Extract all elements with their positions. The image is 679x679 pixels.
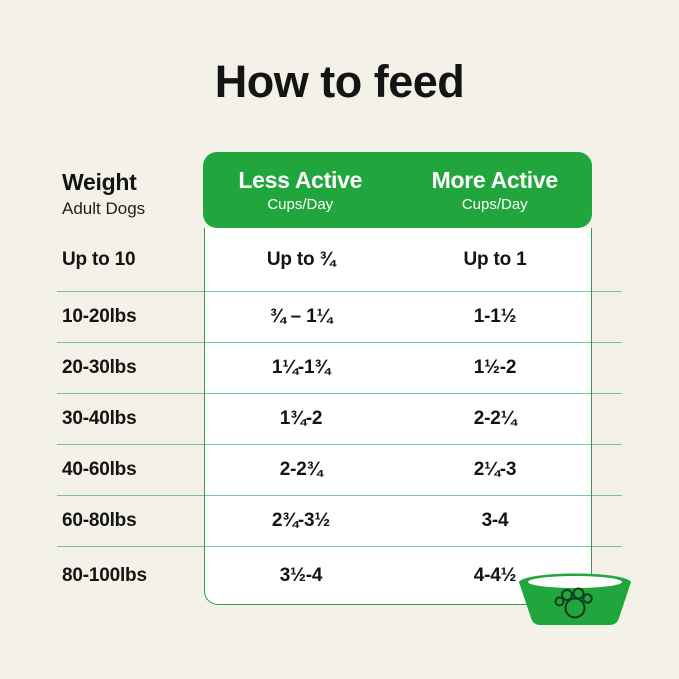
dog-bowl-icon: [519, 573, 631, 625]
paw-print-icon: [554, 587, 593, 619]
more-active-cell: 1-1½: [473, 306, 517, 327]
weight-column-header: Weight Adult Dogs: [62, 169, 145, 219]
more-active-cell: 2-2¼: [473, 408, 517, 429]
feeding-table-rows: Up to 10 Up to ¾ Up to 1 10-20lbs ¾ – 1¼ 1-1½…: [57, 228, 622, 604]
more-active-cell: 2¼-3: [473, 459, 517, 480]
feeding-table-body: [204, 228, 592, 605]
less-active-cups-per-day-label: Cups/Day: [267, 196, 334, 213]
table-row: 30-40lbs 1¾-2 2-2¼: [57, 393, 622, 444]
table-row: 40-60lbs 2-2¾ 2¼-3: [57, 444, 622, 495]
more-active-cell: 3-4: [481, 510, 509, 531]
table-row: Up to 10 Up to ¾ Up to 1: [57, 228, 622, 291]
weight-cell: 60-80lbs: [62, 510, 137, 531]
less-active-cell: 3½-4: [279, 564, 323, 586]
weight-cell: 80-100lbs: [62, 564, 147, 586]
more-active-label: More Active: [431, 167, 559, 193]
more-active-cell: 4-4½: [473, 564, 517, 586]
less-active-cell: ¾ – 1¼: [269, 306, 333, 327]
more-active-cell: Up to 1: [463, 248, 527, 270]
less-active-cell: 2-2¾: [279, 459, 323, 480]
weight-cell: Up to 10: [62, 248, 136, 270]
weight-cell: 40-60lbs: [62, 459, 137, 480]
less-active-column-header: Less Active Cups/Day: [203, 167, 398, 213]
less-active-label: Less Active: [238, 167, 363, 193]
weight-column-header-label: Weight: [62, 169, 137, 195]
page-title: How to feed: [214, 56, 465, 107]
table-row: 60-80lbs 2¾-3½ 3-4: [57, 495, 622, 546]
less-active-cell: 1¾-2: [279, 408, 323, 429]
less-active-cell: 2¾-3½: [271, 510, 331, 531]
more-active-column-header: More Active Cups/Day: [398, 167, 593, 213]
table-row: 80-100lbs 3½-4 4-4½: [57, 546, 622, 604]
weight-cell: 20-30lbs: [62, 357, 137, 378]
table-row: 20-30lbs 1¼-1¾ 1½-2: [57, 342, 622, 393]
table-row: 10-20lbs ¾ – 1¼ 1-1½: [57, 291, 622, 342]
more-active-cups-per-day-label: Cups/Day: [461, 196, 528, 213]
more-active-cell: 1½-2: [473, 357, 517, 378]
less-active-cell: Up to ¾: [266, 248, 336, 270]
weight-column-subheader: Adult Dogs: [62, 199, 146, 218]
less-active-cell: 1¼-1¾: [271, 357, 331, 378]
feeding-table-header: Less Active Cups/Day More Active Cups/Da…: [203, 152, 592, 228]
weight-cell: 10-20lbs: [62, 306, 137, 327]
weight-cell: 30-40lbs: [62, 408, 137, 429]
